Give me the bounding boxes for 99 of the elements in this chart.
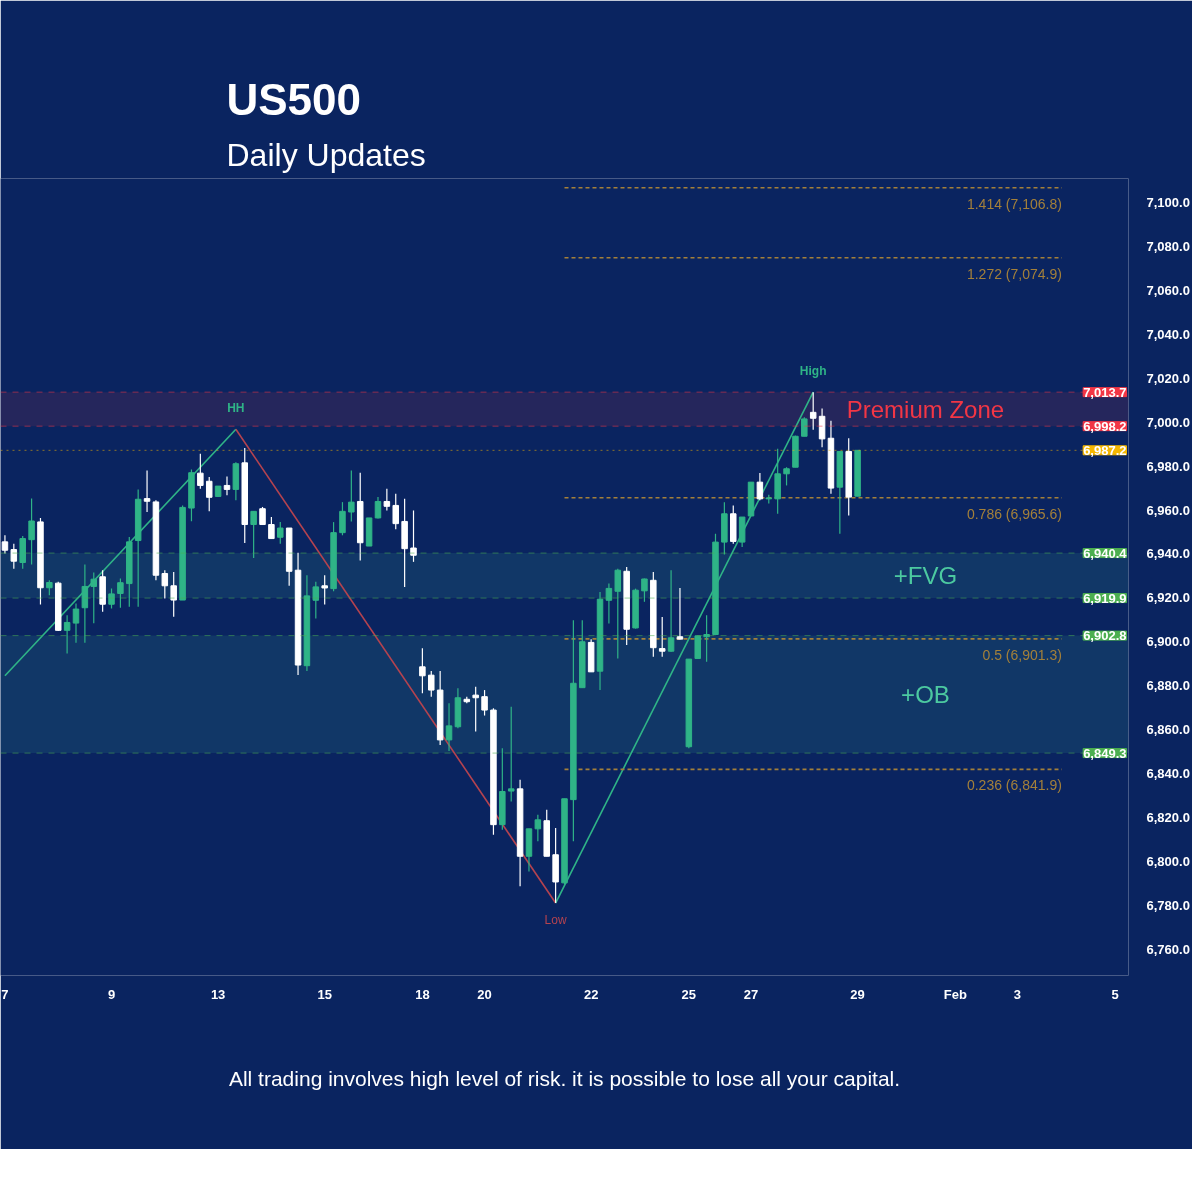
- candlestick: [614, 568, 622, 660]
- band-label: +OB: [901, 680, 950, 708]
- candlestick: [321, 574, 328, 606]
- candlestick: [197, 453, 204, 490]
- candlestick: [472, 686, 479, 733]
- candlestick: [801, 416, 808, 437]
- candlestick: [28, 498, 35, 566]
- chart-subtitle: Daily Updates: [226, 136, 426, 173]
- candlestick: [223, 475, 231, 496]
- candlestick: [143, 469, 151, 513]
- candlestick: [507, 706, 515, 802]
- candlestick: [90, 572, 98, 624]
- candlestick: [108, 587, 115, 609]
- ref-line-label: 6,849.3: [1083, 745, 1127, 761]
- y-tick-label: 6,920.0: [1146, 590, 1190, 606]
- candlestick: [641, 577, 648, 603]
- x-tick-label: 13: [210, 986, 226, 1002]
- ref-line-label: 6,902.8: [1083, 628, 1127, 644]
- y-tick-label: 6,840.0: [1146, 766, 1190, 782]
- y-tick-label: 6,940.0: [1146, 546, 1190, 562]
- candlestick: [818, 407, 826, 448]
- candlestick: [809, 391, 817, 431]
- candlestick: [72, 602, 80, 644]
- candlestick: [277, 521, 284, 545]
- candlestick: [410, 509, 417, 563]
- y-tick-label: 7,100.0: [1146, 195, 1190, 211]
- candlestick: [419, 647, 426, 694]
- candlestick: [756, 472, 764, 501]
- candlestick: [161, 569, 169, 600]
- y-tick-label: 6,980.0: [1146, 458, 1190, 474]
- y-tick-label: 7,020.0: [1146, 370, 1190, 386]
- x-tick-label: 18: [415, 986, 430, 1002]
- band-label: +FVG: [893, 562, 958, 590]
- band-label: Premium Zone: [846, 395, 1005, 423]
- annotation: 1.272 (7,074.9): [966, 265, 1062, 282]
- chart-title: US500: [226, 74, 362, 124]
- ref-line-label: 7,013.7: [1083, 384, 1127, 400]
- y-tick-label: 6,820.0: [1146, 809, 1190, 825]
- y-tick-label: 7,000.0: [1146, 414, 1190, 430]
- x-tick-label: 25: [681, 986, 697, 1002]
- candlestick: [81, 563, 89, 644]
- candlestick: [392, 493, 399, 530]
- y-tick-label: 6,760.0: [1146, 941, 1190, 957]
- candlestick: [268, 516, 275, 540]
- annotation: HH: [227, 401, 245, 416]
- ref-line-label: 6,987.2: [1083, 442, 1127, 458]
- candlestick: [19, 535, 26, 570]
- annotation: Low: [544, 913, 567, 928]
- candlestick: [348, 469, 355, 523]
- x-tick-label: 20: [477, 986, 492, 1002]
- candlestick: [667, 569, 675, 653]
- x-tick-label: 22: [583, 986, 599, 1002]
- y-tick-label: 6,800.0: [1146, 853, 1190, 869]
- x-tick-label: 9: [107, 986, 116, 1002]
- candlestick: [63, 614, 71, 655]
- y-tick-label: 6,780.0: [1146, 897, 1190, 913]
- ref-line-label: 6,940.4: [1083, 545, 1128, 561]
- annotation: 0.5 (6,901.3): [982, 646, 1062, 663]
- candlestick: [339, 501, 346, 536]
- candlestick: [445, 702, 453, 752]
- candlestick: [605, 582, 613, 625]
- candlestick: [694, 635, 701, 659]
- y-tick-label: 7,060.0: [1146, 282, 1190, 298]
- x-tick-label: 7: [1, 986, 9, 1002]
- candlestick: [481, 689, 488, 717]
- candlestick: [312, 581, 320, 620]
- y-tick-label: 6,860.0: [1146, 722, 1190, 738]
- candlestick: [205, 476, 213, 512]
- candlestick: [1, 534, 9, 555]
- x-tick-label: 29: [850, 986, 865, 1002]
- annotation: 1.414 (7,106.8): [966, 195, 1062, 212]
- annotation: 0.786 (6,965.6): [966, 505, 1062, 522]
- candlestick: [658, 616, 666, 658]
- ref-line-label: 6,998.2: [1083, 418, 1127, 434]
- x-tick-label: 5: [1111, 986, 1119, 1002]
- x-tick-label: 27: [743, 986, 759, 1002]
- candlestick: [534, 814, 542, 842]
- candlestick: [170, 571, 177, 618]
- candlestick: [117, 577, 124, 609]
- text: All trading involves high level of risk. it is possible to lose all your capital.: [228, 1066, 901, 1090]
- x-tick-label: 15: [317, 986, 332, 1002]
- candlestick: [703, 614, 710, 663]
- candlestick: [374, 496, 382, 520]
- candlestick: [676, 587, 684, 640]
- x-tick-label: Feb: [943, 986, 967, 1002]
- y-tick-label: 7,080.0: [1146, 239, 1190, 255]
- candlestick: [783, 466, 790, 487]
- y-tick-label: 6,880.0: [1146, 678, 1190, 694]
- candlestick: [428, 670, 435, 698]
- annotation: High: [799, 364, 827, 379]
- ref-line-label: 6,919.9: [1083, 590, 1127, 606]
- y-tick-label: 7,040.0: [1146, 326, 1190, 342]
- y-tick-label: 6,900.0: [1146, 634, 1190, 650]
- annotation: 0.236 (6,841.9): [966, 777, 1062, 794]
- x-tick-label: 3: [1013, 986, 1022, 1002]
- y-tick-label: 6,960.0: [1146, 502, 1190, 518]
- candlestick: [383, 488, 391, 512]
- candlestick: [250, 510, 257, 559]
- candlestick: [10, 543, 18, 570]
